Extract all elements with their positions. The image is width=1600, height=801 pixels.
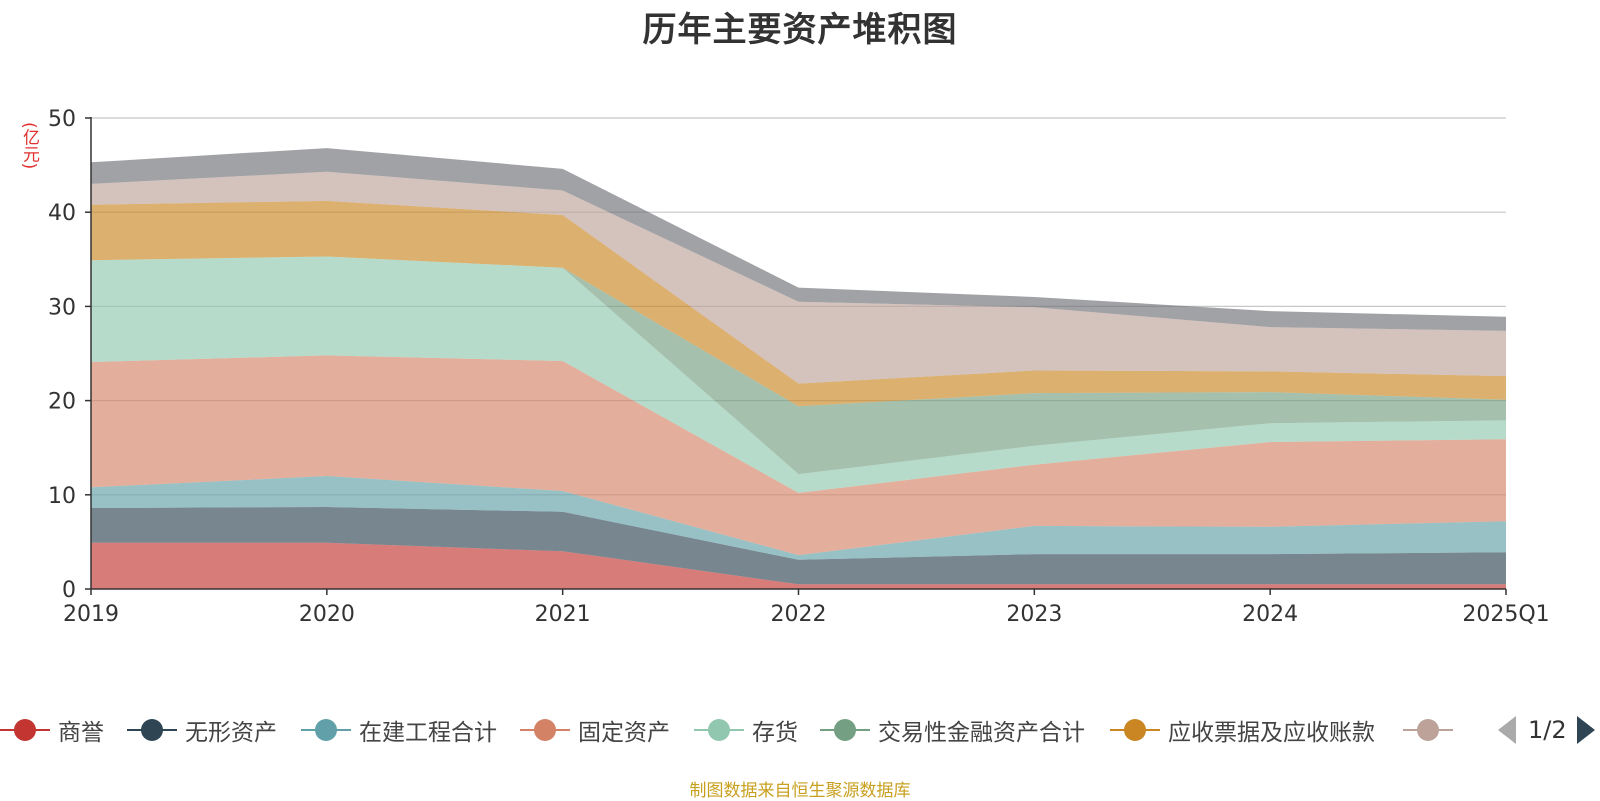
chart-legend: 商誉 无形资产 在建工程合计 固定资产 存货 交易性金融资产合计 应收票据及 bbox=[0, 712, 1600, 748]
y-tick-label: 0 bbox=[62, 578, 76, 603]
legend-label: 交易性金融资产合计 bbox=[878, 720, 1085, 746]
legend-label: 存货 bbox=[752, 720, 798, 746]
x-tick-label: 2025Q1 bbox=[1462, 602, 1549, 627]
legend-item-8[interactable] bbox=[1403, 712, 1461, 748]
chart-title: 历年主要资产堆积图 bbox=[642, 10, 958, 50]
legend-marker-icon bbox=[0, 712, 50, 748]
legend-label: 在建工程合计 bbox=[359, 720, 497, 746]
area-series-8 bbox=[91, 171, 1506, 384]
legend-marker-icon bbox=[694, 712, 744, 748]
legend-item-5[interactable]: 存货 bbox=[694, 712, 798, 748]
legend-marker-icon bbox=[820, 712, 870, 748]
legend-page-indicator: 1/2 bbox=[1528, 716, 1567, 744]
x-tick-label: 2022 bbox=[771, 602, 827, 627]
area-series-2 bbox=[91, 507, 1506, 585]
legend-item-6[interactable]: 交易性金融资产合计 bbox=[820, 712, 1085, 748]
area-series-3 bbox=[91, 476, 1506, 560]
next-page-icon[interactable] bbox=[1576, 716, 1595, 744]
legend-item-7[interactable]: 应收票据及应收账款 bbox=[1110, 712, 1375, 748]
y-tick-label: 30 bbox=[48, 295, 76, 320]
data-source-note: 制图数据来自恒生聚源数据库 bbox=[689, 781, 911, 801]
legend-marker-icon bbox=[127, 712, 177, 748]
area-series-5 bbox=[91, 256, 1506, 493]
legend-pager: 1/2 bbox=[1498, 712, 1600, 748]
y-unit-label: (亿元) bbox=[19, 122, 39, 170]
x-tick-label: 2020 bbox=[299, 602, 355, 627]
legend-label: 商誉 bbox=[58, 720, 104, 746]
legend-marker-icon bbox=[1403, 712, 1453, 748]
x-tick-label: 2024 bbox=[1242, 602, 1298, 627]
legend-item-3[interactable]: 在建工程合计 bbox=[301, 712, 497, 748]
area-series-6 bbox=[91, 256, 1506, 475]
legend-item-2[interactable]: 无形资产 bbox=[127, 712, 277, 748]
area-series-4 bbox=[91, 355, 1506, 556]
stacked-area-chart: 0 10 20 30 40 50 2019 2020 2021 2022 2023 2024 2025Q… bbox=[48, 107, 1550, 627]
y-tick-label: 40 bbox=[48, 201, 76, 226]
y-tick-label: 20 bbox=[48, 390, 76, 415]
legend-item-1[interactable]: 商誉 bbox=[0, 712, 104, 748]
legend-marker-icon bbox=[1110, 712, 1160, 748]
x-tick-label: 2021 bbox=[535, 602, 591, 627]
legend-label: 应收票据及应收账款 bbox=[1168, 720, 1375, 746]
previous-page-icon[interactable] bbox=[1498, 716, 1516, 744]
x-tick-label: 2023 bbox=[1006, 602, 1062, 627]
area-series-9 bbox=[91, 148, 1506, 331]
legend-marker-icon bbox=[520, 712, 570, 748]
legend-marker-icon bbox=[301, 712, 351, 748]
legend-item-4[interactable]: 固定资产 bbox=[520, 712, 670, 748]
y-tick-label: 10 bbox=[48, 484, 76, 509]
legend-label: 无形资产 bbox=[185, 720, 277, 746]
legend-label: 固定资产 bbox=[578, 720, 670, 746]
y-tick-label: 50 bbox=[48, 107, 76, 132]
area-series-7 bbox=[91, 200, 1506, 407]
area-series-1 bbox=[91, 542, 1506, 589]
x-tick-label: 2019 bbox=[63, 602, 119, 627]
